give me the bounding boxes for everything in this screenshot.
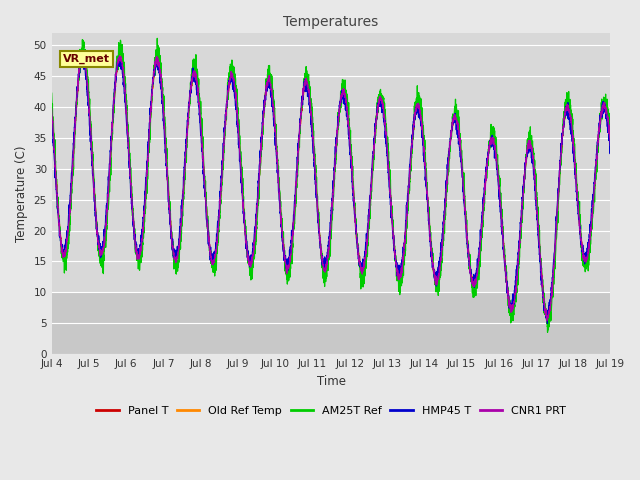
AM25T Ref [204, 217, 212, 223]
AM25T Ref [554, 209, 561, 215]
Panel T [396, 276, 403, 281]
AM25T Ref [386, 175, 394, 181]
Old Ref Temp [386, 180, 394, 186]
AM25T Ref [396, 281, 403, 287]
AM25T Ref [607, 129, 614, 135]
HMP45 T [396, 269, 403, 275]
AM25T Ref [168, 231, 175, 237]
HMP45 T [386, 187, 394, 193]
CNR1 PRT [79, 49, 86, 55]
Legend: Panel T, Old Ref Temp, AM25T Ref, HMP45 T, CNR1 PRT: Panel T, Old Ref Temp, AM25T Ref, HMP45 … [92, 401, 570, 420]
Panel T [204, 225, 212, 230]
Panel T [386, 178, 394, 184]
CNR1 PRT [607, 142, 614, 147]
Old Ref Temp [554, 204, 561, 210]
CNR1 PRT [48, 106, 56, 112]
CNR1 PRT [204, 227, 212, 232]
Old Ref Temp [79, 48, 87, 54]
Line: Panel T: Panel T [52, 53, 611, 318]
Old Ref Temp [168, 230, 175, 236]
X-axis label: Time: Time [317, 374, 346, 387]
AM25T Ref [607, 130, 614, 136]
HMP45 T [543, 321, 551, 326]
Old Ref Temp [607, 143, 614, 148]
Old Ref Temp [48, 106, 56, 112]
AM25T Ref [544, 329, 552, 335]
Bar [52, 292, 611, 354]
HMP45 T [48, 116, 56, 122]
Title: Temperatures: Temperatures [284, 15, 379, 29]
Panel T [79, 50, 86, 56]
Old Ref Temp [396, 276, 403, 282]
CNR1 PRT [386, 181, 394, 187]
CNR1 PRT [396, 276, 403, 281]
HMP45 T [554, 196, 561, 202]
Old Ref Temp [204, 226, 212, 231]
Panel T [607, 140, 614, 146]
Line: Old Ref Temp: Old Ref Temp [52, 51, 611, 318]
Old Ref Temp [543, 315, 551, 321]
Panel T [545, 315, 552, 321]
Text: VR_met: VR_met [63, 54, 110, 64]
CNR1 PRT [607, 143, 614, 148]
Panel T [168, 231, 175, 237]
Line: AM25T Ref: AM25T Ref [52, 38, 611, 332]
HMP45 T [77, 51, 85, 57]
CNR1 PRT [554, 201, 561, 206]
CNR1 PRT [543, 318, 550, 324]
HMP45 T [607, 147, 614, 153]
Line: CNR1 PRT: CNR1 PRT [52, 52, 611, 321]
Panel T [48, 104, 56, 109]
AM25T Ref [48, 90, 56, 96]
HMP45 T [168, 233, 175, 239]
HMP45 T [607, 148, 614, 154]
CNR1 PRT [168, 232, 175, 238]
Panel T [607, 138, 614, 144]
Y-axis label: Temperature (C): Temperature (C) [15, 145, 28, 242]
AM25T Ref [154, 36, 161, 41]
HMP45 T [204, 225, 212, 231]
Panel T [554, 204, 561, 210]
Old Ref Temp [607, 140, 614, 145]
Line: HMP45 T: HMP45 T [52, 54, 611, 324]
